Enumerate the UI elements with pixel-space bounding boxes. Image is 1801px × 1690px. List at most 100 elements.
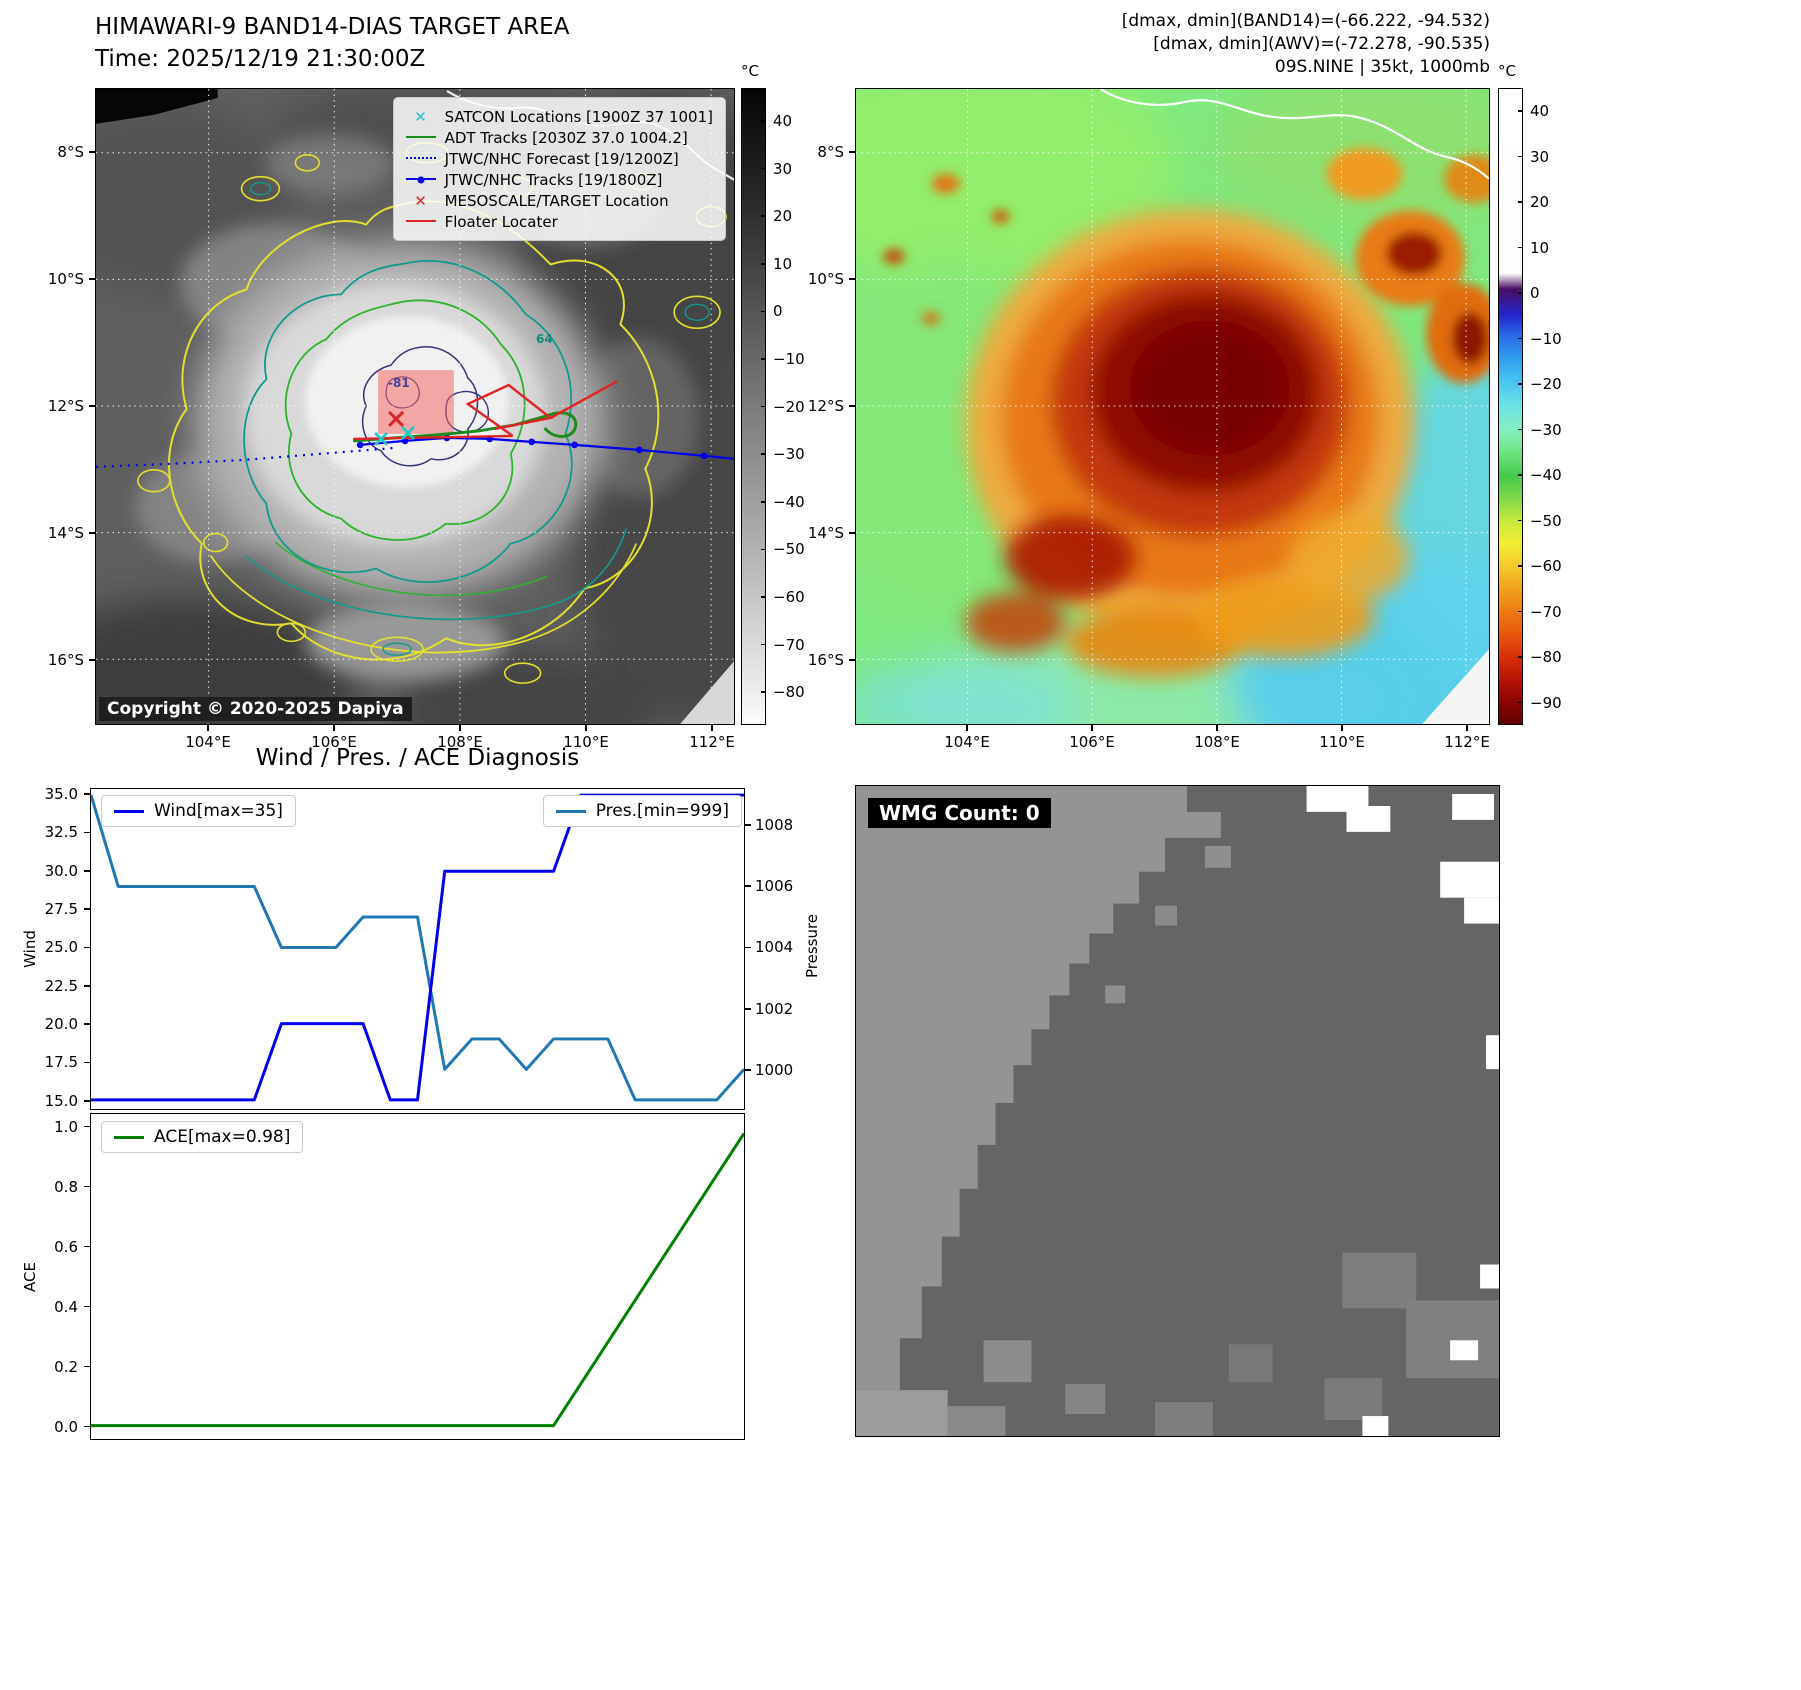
band14-colorbar-tick: −60 <box>773 588 805 606</box>
awv-colorbar-tick: 0 <box>1530 284 1540 302</box>
pressure-ytick: 1008 <box>755 815 794 834</box>
wind-ytick: 17.5 <box>44 1053 78 1072</box>
axis-tick-mark <box>333 725 335 731</box>
awv-colorbar <box>1498 88 1523 725</box>
axis-tick-mark <box>1518 383 1523 385</box>
wmg-plot: WMG Count: 0 <box>855 785 1500 1437</box>
band14-colorbar-tick: 20 <box>773 207 793 226</box>
wmg-midgray-patches <box>983 845 1499 1436</box>
band14-title: HIMAWARI-9 BAND14-DIAS TARGET AREA <box>95 14 570 40</box>
band14-ytick: 10°S <box>47 270 84 288</box>
legend-item-adt: ADT Tracks [2030Z 37.0 1004.2] <box>405 127 713 148</box>
axis-tick-mark <box>761 548 766 551</box>
axis-tick-mark <box>745 946 751 949</box>
awv-xtick: 110°E <box>1319 733 1365 751</box>
axis-tick-mark <box>1518 110 1523 112</box>
awv-colorbar-tick: 10 <box>1530 238 1550 257</box>
axis-tick-mark <box>585 725 587 731</box>
axis-tick-mark <box>761 310 766 313</box>
awv-xtick: 112°E <box>1444 733 1490 751</box>
awv-ytick: 8°S <box>817 143 844 161</box>
band14-colorbar-tick: −20 <box>773 397 805 416</box>
wind-ytick: 35.0 <box>44 785 78 804</box>
axis-tick-mark <box>459 725 461 731</box>
awv-ytick: 10°S <box>807 270 844 288</box>
axis-tick-mark <box>84 1245 90 1248</box>
awv-annotations: [dmax, dmin](BAND14)=(-66.222, -94.532) … <box>1122 10 1490 79</box>
band14-ytick: 8°S <box>57 143 84 161</box>
awv-xtick: 104°E <box>944 733 990 751</box>
axis-tick-mark <box>1518 201 1523 203</box>
axis-tick-mark <box>84 985 90 987</box>
axis-tick-mark <box>207 725 209 731</box>
wmg-light-region <box>856 786 1221 1391</box>
ace-ytick: 0.0 <box>54 1417 78 1436</box>
axis-tick-mark <box>711 725 713 731</box>
awv-colorbar-tick: −90 <box>1530 693 1562 712</box>
line-swatch <box>405 156 436 159</box>
ace-ytick: 0.8 <box>54 1177 78 1196</box>
awv-colorbar-tick: 20 <box>1530 193 1550 211</box>
legend-item-floater: Floater Locater <box>405 211 713 232</box>
ace-chart <box>90 1113 745 1440</box>
band14-ytick: 12°S <box>47 397 84 415</box>
wind-ytick: 27.5 <box>44 900 78 919</box>
axis-tick-mark <box>1518 292 1523 294</box>
band14-colorbar-tick: −50 <box>773 540 805 559</box>
missing-data-corner <box>96 89 218 124</box>
awv-ytick: 12°S <box>807 397 844 415</box>
pressure-ytick: 1006 <box>755 877 794 896</box>
mesoscale-x-marker <box>388 410 405 427</box>
axis-tick-mark <box>745 1069 751 1071</box>
axis-tick-mark <box>1518 610 1523 613</box>
line-swatch <box>405 135 436 138</box>
band14-colorbar-tick: −80 <box>773 683 805 702</box>
axis-tick-mark <box>84 1305 90 1308</box>
diagnosis-title: Wind / Pres. / ACE Diagnosis <box>255 745 580 771</box>
axis-tick-mark <box>761 215 766 217</box>
axis-tick-mark <box>1518 656 1523 658</box>
wmg-mask-image <box>856 786 1499 1436</box>
band14-colorbar-tick: 10 <box>773 254 793 273</box>
band14-colorbar-tick: 40 <box>773 112 793 130</box>
satcon-x-markers <box>374 426 415 446</box>
band14-xtick: 108°E <box>437 733 483 751</box>
axis-tick-mark <box>84 1023 90 1025</box>
band14-subtitle: Time: 2025/12/19 21:30:00Z <box>95 46 426 72</box>
coastline <box>1099 89 1489 180</box>
ace-ytick: 0.2 <box>54 1357 78 1376</box>
band14-colorbar-tick: −10 <box>773 350 805 368</box>
awv-colorbar-tick: 40 <box>1530 102 1550 120</box>
band14-colorbar-tick: −40 <box>773 492 805 511</box>
axis-tick-mark <box>849 278 855 280</box>
wind-pressure-chart <box>90 788 745 1110</box>
band14-xtick: 104°E <box>185 733 231 751</box>
ace-legend-label: ACE[max=0.98] <box>154 1127 291 1147</box>
convective-bands <box>965 512 1410 678</box>
awv-colorbar-tick: −20 <box>1530 375 1562 393</box>
copyright-note: Copyright © 2020-2025 Dapiya <box>99 697 412 721</box>
axis-tick-mark <box>84 1125 90 1128</box>
band14-colorbar-tick: −70 <box>773 635 805 654</box>
x-marker-icon: ✕ <box>406 108 436 126</box>
axis-tick-mark <box>1518 337 1523 340</box>
wind-ytick: 20.0 <box>44 1015 78 1034</box>
axis-tick-mark <box>89 278 95 280</box>
band14-colorbar-unit: °C <box>741 62 759 80</box>
ace-ytick: 1.0 <box>54 1117 78 1136</box>
axis-tick-mark <box>1518 565 1523 567</box>
axis-tick-mark <box>89 151 95 153</box>
storm-id-intensity: 09S.NINE | 35kt, 1000mb <box>1274 57 1490 77</box>
pres-legend-label: Pres.[min=999] <box>595 801 729 821</box>
awv-xtick: 108°E <box>1194 733 1240 751</box>
legend-item-tracks: JTWC/NHC Tracks [19/1800Z] <box>405 169 713 190</box>
axis-tick-mark <box>849 659 855 661</box>
ace-series-line <box>91 1132 744 1428</box>
legend-item-forecast: JTWC/NHC Forecast [19/1200Z] <box>405 148 713 169</box>
storm-tracks <box>96 380 734 468</box>
wmg-white-patches <box>1306 786 1499 1436</box>
line-marker-icon <box>405 131 436 145</box>
wind-ytick: 25.0 <box>44 938 78 957</box>
line-dot-marker-icon <box>405 173 436 187</box>
axis-tick-mark <box>849 405 855 407</box>
